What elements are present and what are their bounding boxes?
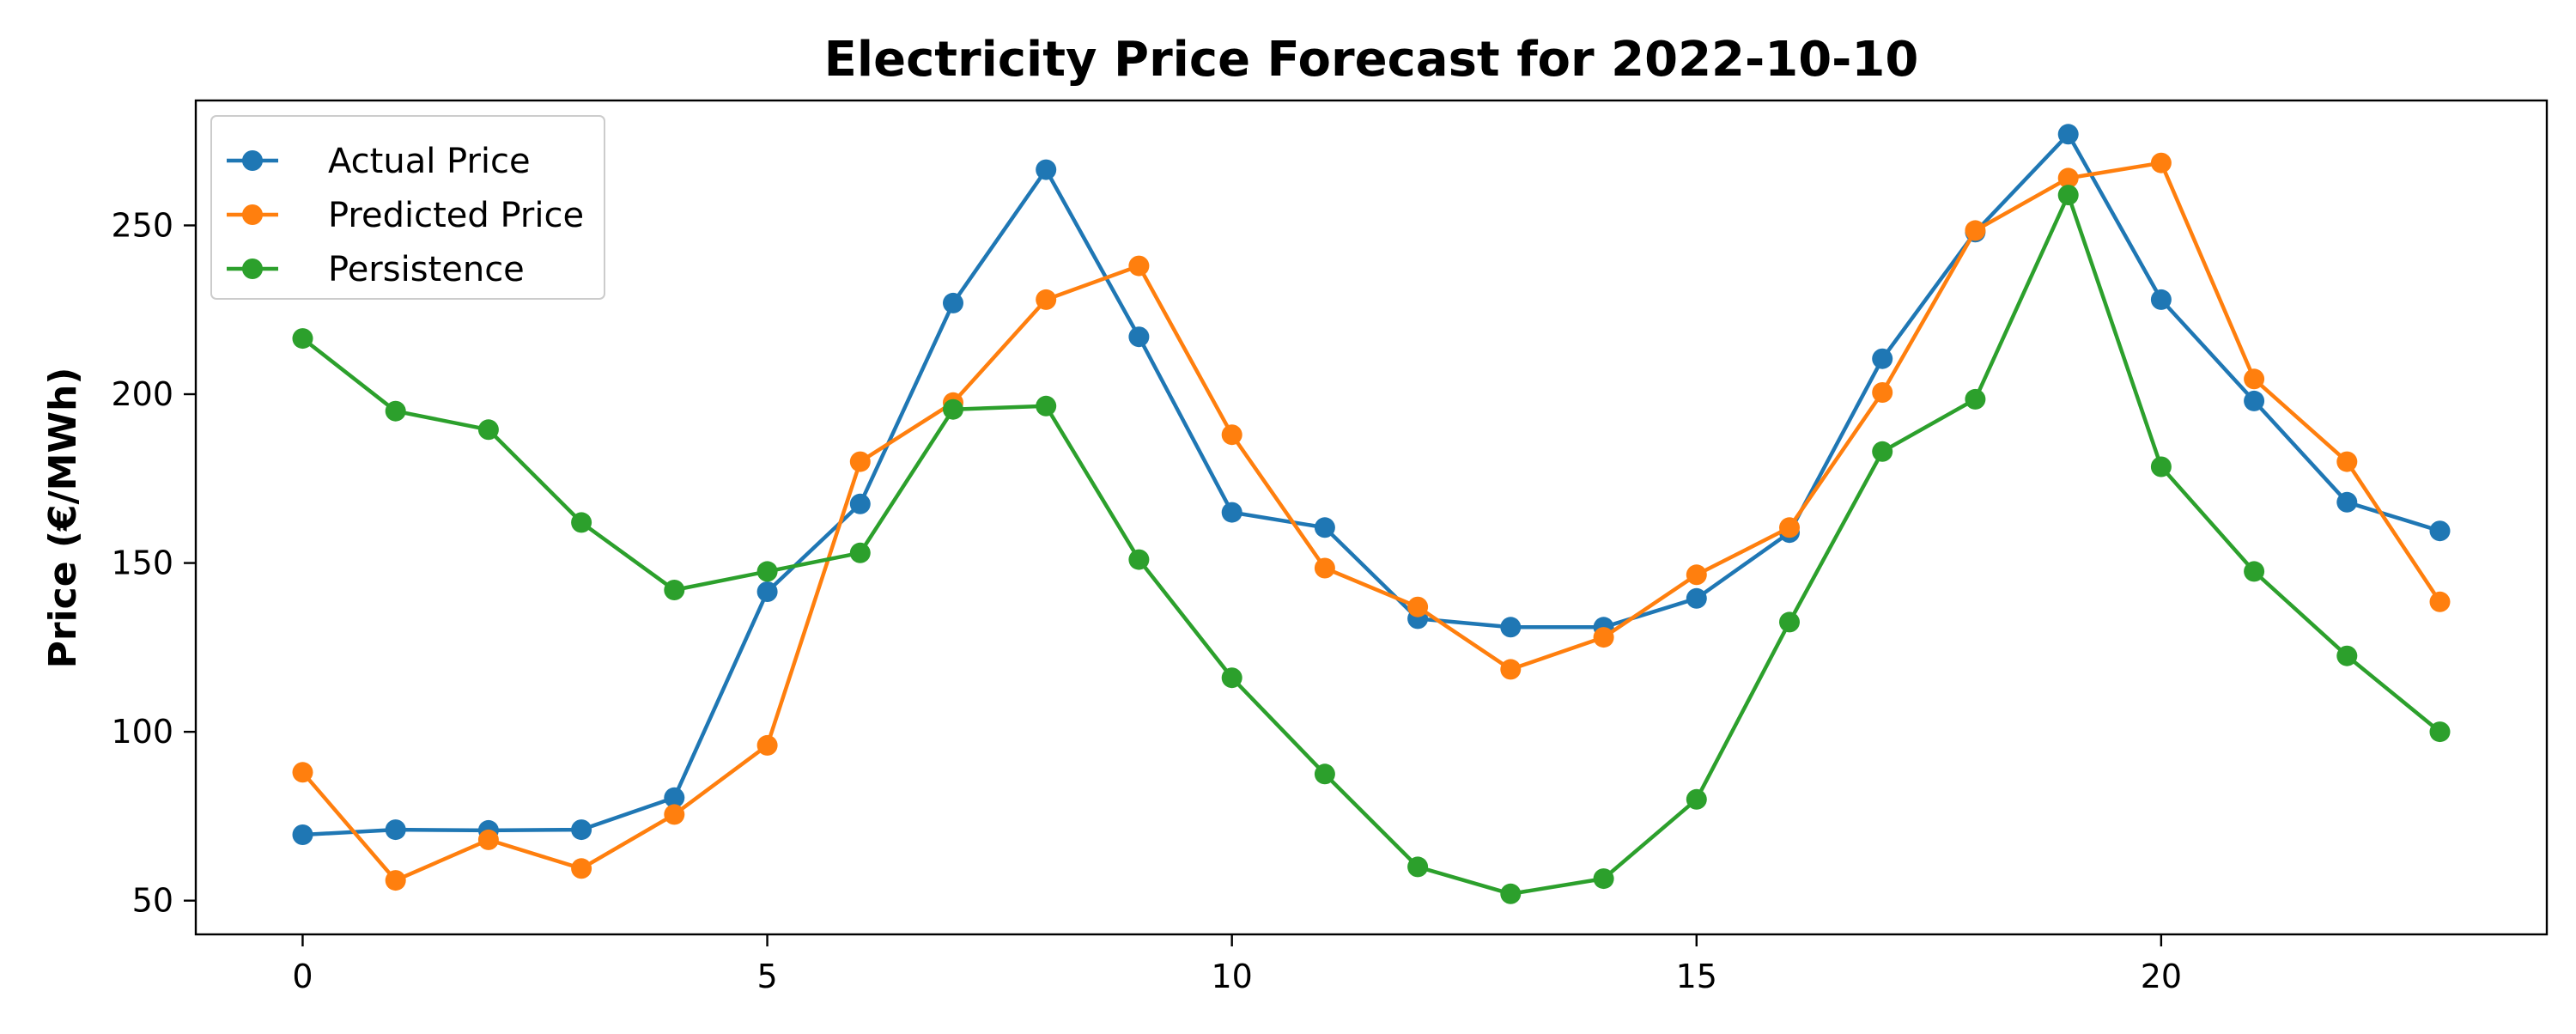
chart-title: Electricity Price Forecast for 2022-10-1… <box>824 32 1919 88</box>
legend-label-actual-price: Actual Price <box>328 142 531 181</box>
data-point-predicted-price <box>292 762 313 783</box>
data-point-persistence <box>1779 611 1800 633</box>
data-point-predicted-price <box>571 858 592 879</box>
data-point-persistence <box>1128 549 1150 570</box>
y-tick-label: 200 <box>111 375 173 413</box>
data-point-actual-price <box>2244 390 2265 411</box>
data-point-predicted-price <box>1221 424 1242 446</box>
legend-label-predicted-price: Predicted Price <box>328 196 584 235</box>
data-point-predicted-price <box>2429 591 2451 612</box>
data-point-predicted-price <box>2244 368 2265 390</box>
data-point-persistence <box>664 580 685 600</box>
x-tick-label: 20 <box>2141 958 2182 995</box>
data-point-predicted-price <box>2057 167 2079 189</box>
data-point-actual-price <box>1500 617 1522 638</box>
legend-box <box>210 115 605 300</box>
x-tick-label: 5 <box>756 958 777 995</box>
y-tick-label: 250 <box>111 206 173 244</box>
data-point-persistence <box>849 542 871 563</box>
data-point-predicted-price <box>1686 564 1707 586</box>
data-point-predicted-price <box>756 734 778 756</box>
data-point-persistence <box>1036 395 1057 417</box>
data-point-predicted-price <box>1593 627 1614 648</box>
data-point-actual-price <box>571 819 592 841</box>
data-point-actual-price <box>849 493 871 514</box>
data-point-actual-price <box>2336 491 2358 513</box>
plot-frame <box>194 99 2549 936</box>
data-point-persistence <box>1314 763 1335 785</box>
series-line-persistence <box>301 192 2442 897</box>
data-point-predicted-price <box>664 804 685 825</box>
x-tick-label: 0 <box>292 958 313 995</box>
data-point-persistence <box>1686 788 1707 810</box>
plot-area: 0 5 10 15 20 50 100 150 200 250 Actual Price Predic… <box>111 99 2549 995</box>
data-point-predicted-price <box>2336 451 2358 472</box>
series-line-predicted-price <box>301 161 2442 883</box>
data-point-actual-price <box>292 824 313 845</box>
data-point-predicted-price <box>2150 152 2172 173</box>
data-point-predicted-price <box>849 451 871 472</box>
legend-swatch-marker-predicted-price <box>242 204 263 225</box>
data-point-predicted-price <box>1779 517 1800 538</box>
series-persistence <box>292 185 2451 904</box>
data-point-actual-price <box>2150 289 2172 310</box>
data-point-persistence <box>1221 667 1242 689</box>
data-point-persistence <box>571 512 592 533</box>
data-point-persistence <box>1407 856 1429 878</box>
data-point-predicted-price <box>385 870 406 891</box>
data-point-persistence <box>943 398 963 420</box>
data-point-actual-price <box>1872 348 1893 369</box>
y-tick-label: 100 <box>111 713 173 751</box>
data-point-persistence <box>1965 388 1986 410</box>
data-point-predicted-price <box>1128 255 1150 277</box>
data-point-predicted-price <box>477 829 499 850</box>
data-point-persistence <box>292 328 313 350</box>
data-point-predicted-price <box>1036 289 1057 310</box>
data-point-persistence <box>385 400 406 422</box>
y-tick-label: 150 <box>111 544 173 582</box>
series-line-actual-price <box>301 132 2442 837</box>
data-point-persistence <box>756 561 778 582</box>
legend-swatch-marker-persistence <box>242 258 263 279</box>
data-point-actual-price <box>2429 520 2451 542</box>
data-point-predicted-price <box>1965 220 1986 241</box>
data-point-actual-price <box>1128 326 1150 348</box>
legend: Actual Price Predicted Price Persistence <box>210 115 605 300</box>
data-point-persistence <box>1500 883 1522 904</box>
data-point-actual-price <box>1221 502 1242 523</box>
data-point-actual-price <box>664 787 685 808</box>
data-point-actual-price <box>1686 587 1707 609</box>
legend-swatch-marker-actual-price <box>242 150 263 171</box>
data-point-persistence <box>2336 645 2358 666</box>
series-predicted-price <box>292 152 2451 891</box>
data-point-persistence <box>2429 721 2451 743</box>
data-point-persistence <box>2057 185 2079 206</box>
legend-label-persistence: Persistence <box>328 250 525 289</box>
data-point-persistence <box>1872 441 1893 462</box>
data-point-persistence <box>2244 561 2265 582</box>
y-tick-label: 50 <box>132 882 173 920</box>
data-point-actual-price <box>1314 517 1335 538</box>
data-point-actual-price <box>756 581 778 602</box>
x-tick-label: 15 <box>1676 958 1717 995</box>
data-point-actual-price <box>943 292 963 313</box>
y-axis-label: Price (€/MWh) <box>41 368 85 669</box>
data-point-predicted-price <box>1407 596 1429 617</box>
data-point-actual-price <box>1036 159 1057 180</box>
data-point-actual-price <box>385 819 406 841</box>
data-point-predicted-price <box>1314 557 1335 579</box>
data-point-predicted-price <box>1872 382 1893 403</box>
data-point-persistence <box>1593 868 1614 890</box>
x-tick-label: 10 <box>1211 958 1252 995</box>
data-point-persistence <box>477 419 499 441</box>
data-point-predicted-price <box>1500 659 1522 680</box>
data-point-actual-price <box>2057 124 2079 145</box>
data-point-persistence <box>2150 456 2172 477</box>
